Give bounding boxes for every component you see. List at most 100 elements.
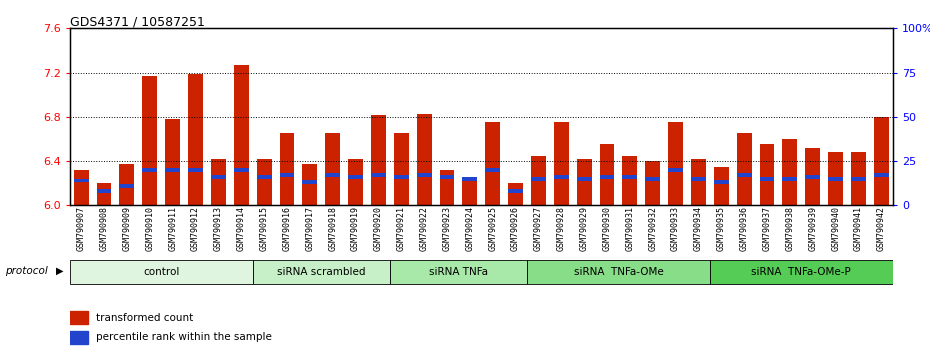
Bar: [188, 74, 203, 205]
Bar: [73, 178, 88, 182]
Text: GSM790942: GSM790942: [877, 206, 886, 251]
Bar: [485, 122, 500, 205]
Text: GSM790937: GSM790937: [763, 206, 772, 251]
Bar: [508, 183, 523, 205]
Text: siRNA  TNFa-OMe-P: siRNA TNFa-OMe-P: [751, 267, 851, 277]
Bar: [211, 175, 226, 179]
Bar: [714, 167, 729, 205]
Bar: [257, 159, 272, 205]
Bar: [302, 180, 317, 184]
Bar: [760, 144, 775, 205]
Bar: [440, 175, 455, 179]
Bar: [70, 331, 87, 343]
Bar: [600, 175, 615, 179]
Text: GSM790908: GSM790908: [100, 206, 109, 251]
Bar: [257, 175, 272, 179]
Bar: [417, 173, 432, 177]
Text: GSM790939: GSM790939: [808, 206, 817, 251]
Text: siRNA TNFa: siRNA TNFa: [429, 267, 488, 277]
Bar: [668, 168, 683, 172]
Bar: [70, 260, 253, 284]
Bar: [97, 183, 112, 205]
Text: GSM790932: GSM790932: [648, 206, 658, 251]
Text: GSM790936: GSM790936: [739, 206, 749, 251]
Bar: [348, 175, 363, 179]
Bar: [554, 175, 569, 179]
Text: GSM790912: GSM790912: [191, 206, 200, 251]
Bar: [645, 177, 660, 181]
Text: GDS4371 / 10587251: GDS4371 / 10587251: [70, 16, 205, 29]
Bar: [393, 133, 408, 205]
Text: GSM790914: GSM790914: [237, 206, 246, 251]
Bar: [554, 122, 569, 205]
Text: GSM790925: GSM790925: [488, 206, 498, 251]
Text: ▶: ▶: [56, 266, 63, 276]
Bar: [531, 177, 546, 181]
Bar: [874, 117, 889, 205]
Text: GSM790916: GSM790916: [283, 206, 291, 251]
Bar: [97, 189, 112, 193]
Bar: [440, 170, 455, 205]
Text: GSM790930: GSM790930: [603, 206, 612, 251]
Bar: [233, 65, 248, 205]
Bar: [851, 177, 866, 181]
Bar: [782, 139, 797, 205]
Bar: [485, 168, 500, 172]
Text: GSM790928: GSM790928: [557, 206, 565, 251]
Text: GSM790919: GSM790919: [351, 206, 360, 251]
Text: GSM790923: GSM790923: [443, 206, 451, 251]
Bar: [691, 177, 706, 181]
Text: GSM790929: GSM790929: [579, 206, 589, 251]
Bar: [70, 312, 87, 324]
Text: GSM790911: GSM790911: [168, 206, 177, 251]
Text: GSM790922: GSM790922: [419, 206, 429, 251]
Bar: [119, 184, 134, 188]
Bar: [577, 177, 591, 181]
Bar: [805, 175, 820, 179]
Text: GSM790935: GSM790935: [717, 206, 725, 251]
Bar: [233, 168, 248, 172]
Bar: [851, 152, 866, 205]
Bar: [211, 159, 226, 205]
Text: transformed count: transformed count: [96, 313, 193, 323]
Text: GSM790909: GSM790909: [123, 206, 131, 251]
Bar: [302, 164, 317, 205]
Bar: [371, 173, 386, 177]
Bar: [531, 155, 546, 205]
Text: GSM790926: GSM790926: [512, 206, 520, 251]
Bar: [714, 180, 729, 184]
Bar: [577, 159, 591, 205]
Bar: [829, 177, 844, 181]
Text: siRNA scrambled: siRNA scrambled: [277, 267, 365, 277]
Bar: [253, 260, 390, 284]
Text: GSM790915: GSM790915: [259, 206, 269, 251]
Bar: [166, 119, 180, 205]
Bar: [371, 115, 386, 205]
Bar: [760, 177, 775, 181]
Bar: [737, 133, 751, 205]
Text: control: control: [143, 267, 179, 277]
Bar: [782, 177, 797, 181]
Bar: [142, 76, 157, 205]
Bar: [462, 177, 477, 181]
Bar: [645, 161, 660, 205]
Text: GSM790938: GSM790938: [786, 206, 794, 251]
Bar: [73, 170, 88, 205]
Bar: [166, 168, 180, 172]
Bar: [622, 155, 637, 205]
Bar: [326, 133, 340, 205]
Bar: [737, 173, 751, 177]
Bar: [527, 260, 710, 284]
Bar: [119, 164, 134, 205]
Bar: [710, 260, 893, 284]
Bar: [348, 159, 363, 205]
Text: protocol: protocol: [5, 266, 47, 276]
Bar: [142, 168, 157, 172]
Bar: [326, 173, 340, 177]
Text: GSM790940: GSM790940: [831, 206, 840, 251]
Text: GSM790920: GSM790920: [374, 206, 383, 251]
Bar: [600, 144, 615, 205]
Text: GSM790933: GSM790933: [671, 206, 680, 251]
Bar: [393, 175, 408, 179]
Text: GSM790934: GSM790934: [694, 206, 703, 251]
